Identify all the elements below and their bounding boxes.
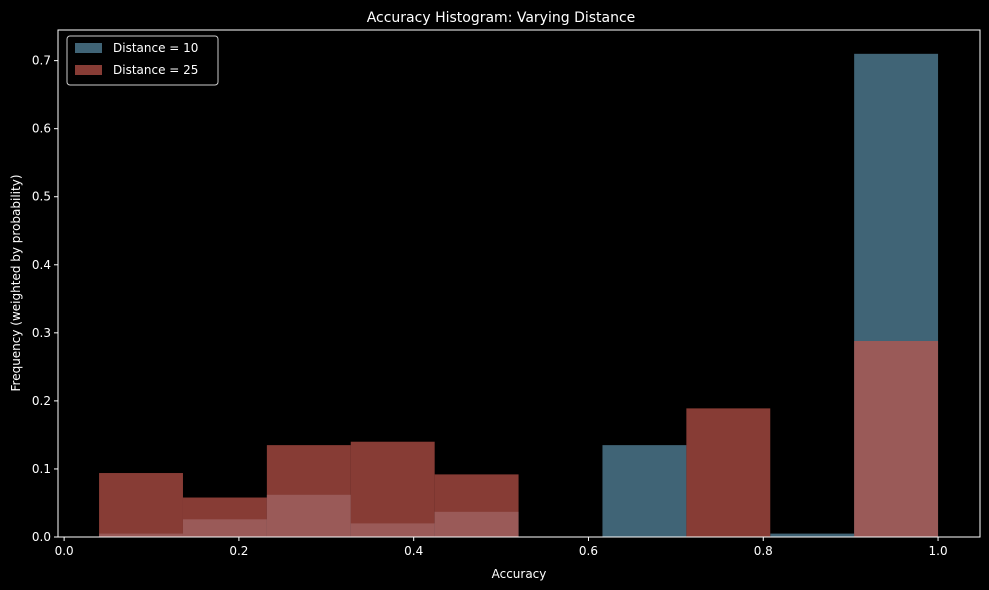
- bar-distance-25-bin-2: [266, 445, 351, 537]
- y-tick-label: 0.5: [32, 190, 51, 204]
- bar-distance-25-bin-4: [434, 474, 519, 537]
- legend-label-distance-10: Distance = 10: [113, 41, 198, 55]
- legend-swatch-distance-10: [75, 43, 102, 53]
- legend-box: [66, 35, 219, 86]
- bar-distance-25-bin-0: [99, 473, 183, 537]
- plot-frame: [57, 29, 981, 538]
- bar-distance-10-bin-8: [770, 533, 855, 537]
- chart-title: Accuracy Histogram: Varying Distance: [367, 10, 636, 26]
- x-tick-label: 0.6: [579, 544, 598, 558]
- x-axis-label: Accuracy: [492, 567, 547, 581]
- legend-label-distance-25: Distance = 25: [113, 63, 198, 77]
- bar-distance-25-bin-9: [854, 341, 939, 537]
- y-tick-label: 0.1: [32, 462, 51, 476]
- y-tick-label: 0.0: [32, 530, 51, 544]
- y-axis: 0.0 0.1 0.2 0.3 0.4 0.5 0.6 0.7: [32, 54, 58, 544]
- bar-distance-10-bin-6: [602, 445, 687, 537]
- y-tick-label: 0.4: [32, 258, 51, 272]
- bar-distance-25-bin-1: [182, 497, 267, 537]
- legend: Distance = 10 Distance = 25: [66, 35, 219, 86]
- x-tick-label: 0.8: [754, 544, 773, 558]
- y-tick-label: 0.2: [32, 394, 51, 408]
- legend-swatch-distance-25: [75, 65, 102, 75]
- x-tick-label: 0.0: [55, 544, 74, 558]
- y-tick-label: 0.7: [32, 54, 51, 68]
- y-tick-label: 0.6: [32, 122, 51, 136]
- bars-layer: [99, 53, 939, 537]
- bar-distance-25-bin-3: [350, 441, 435, 537]
- x-axis: 0.0 0.2 0.4 0.6 0.8 1.0: [55, 537, 948, 558]
- y-tick-label: 0.3: [32, 326, 51, 340]
- y-axis-label: Frequency (weighted by probability): [9, 174, 23, 391]
- x-tick-label: 1.0: [929, 544, 948, 558]
- x-tick-label: 0.4: [404, 544, 423, 558]
- bar-distance-25-bin-7: [686, 408, 771, 537]
- x-tick-label: 0.2: [229, 544, 248, 558]
